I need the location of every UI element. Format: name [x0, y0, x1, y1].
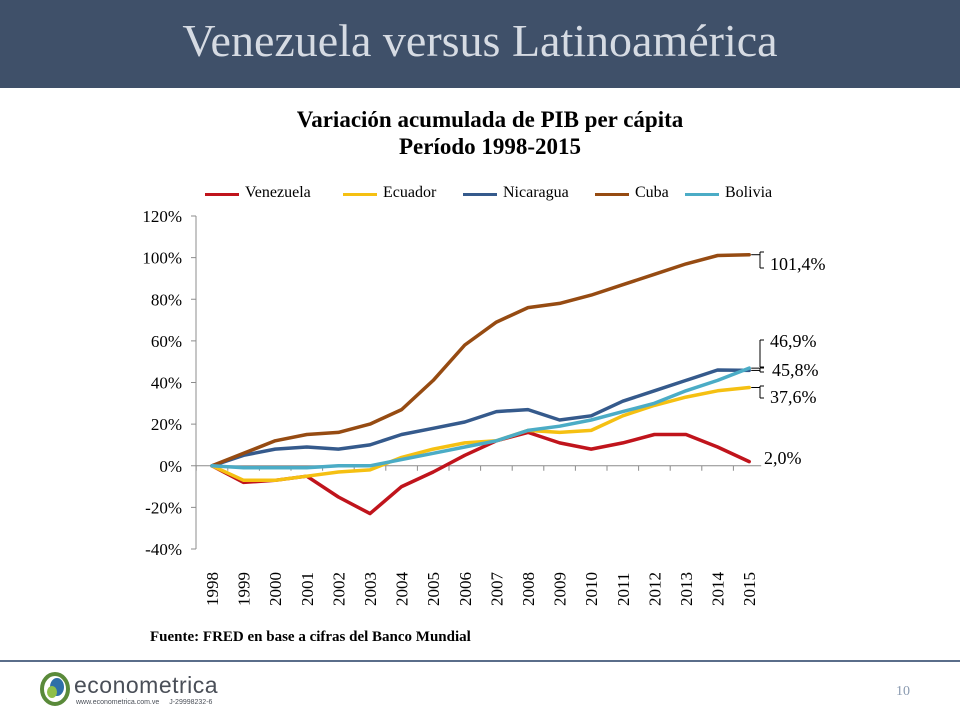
legend-label: Venezuela: [245, 184, 311, 201]
y-tick-label: 40%: [151, 374, 182, 393]
y-tick-label: 80%: [151, 290, 182, 309]
y-tick-label: 100%: [142, 249, 182, 268]
legend-swatch-nicaragua: [463, 193, 497, 196]
x-tick-label: 2005: [424, 572, 443, 606]
footer-divider: [0, 660, 960, 662]
y-tick-label: -20%: [145, 498, 182, 517]
econometrica-logo: econometrica www.econometrica.com.ve J-2…: [40, 672, 280, 712]
slide-title: Venezuela versus Latinoamérica: [182, 15, 778, 66]
end-label-bolivia: 46,9%: [770, 331, 817, 351]
x-tick-label: 2009: [551, 572, 570, 606]
x-tick-label: 2013: [677, 572, 696, 606]
x-tick-label: 2001: [298, 572, 317, 606]
end-label-ecuador: 37,6%: [770, 387, 817, 407]
legend-swatch-cuba: [595, 193, 629, 196]
series-line-ecuador: [210, 385, 751, 483]
y-tick-label: 0%: [159, 457, 182, 476]
logo-url: www.econometrica.com.ve J-29998232-6: [76, 699, 212, 706]
y-tick-label: -40%: [145, 540, 182, 559]
x-tick-label: 2002: [329, 572, 348, 606]
legend-swatch-bolivia: [685, 193, 719, 196]
series-line-bolivia: [210, 366, 751, 470]
chart-legend: Venezuela Ecuador Nicaragua Cuba Bolivia: [205, 183, 805, 205]
end-label-cuba: 101,4%: [770, 254, 826, 274]
legend-swatch-ecuador: [343, 193, 377, 196]
end-label-nicaragua: 45,8%: [772, 360, 819, 380]
y-tick-label: 60%: [151, 332, 182, 351]
end-label-venezuela: 2,0%: [764, 448, 802, 468]
x-tick-label: 2006: [456, 572, 475, 606]
x-tick-label: 2015: [740, 572, 759, 606]
series-line-nicaragua: [210, 368, 751, 468]
slide-header: Venezuela versus Latinoamérica: [0, 0, 960, 88]
logo-wordmark: econometrica: [74, 672, 219, 698]
logo-url-text: www.econometrica.com.ve: [76, 699, 160, 706]
econometrica-logo-icon: [40, 672, 70, 706]
chart-source: Fuente: FRED en base a cifras del Banco …: [150, 629, 471, 645]
y-tick-label: 120%: [142, 207, 182, 226]
legend-label: Bolivia: [725, 184, 773, 201]
x-tick-label: 2007: [487, 572, 506, 607]
page-number: 10: [896, 684, 910, 699]
legend-swatch-venezuela: [205, 193, 239, 196]
chart-title-line: Variación acumulada de PIB per cápita: [296, 107, 684, 132]
x-tick-label: 2014: [709, 572, 728, 607]
x-tick-label: 2010: [582, 572, 601, 606]
series-line-cuba: [210, 252, 751, 468]
legend-label: Ecuador: [383, 184, 437, 201]
chart-title: Variación acumulada de PIB per cápita Pe…: [130, 106, 850, 160]
y-tick-label: 20%: [151, 415, 182, 434]
x-tick-label: 2004: [393, 572, 412, 607]
x-tick-label: 2000: [266, 572, 285, 606]
x-tick-label: 2008: [519, 572, 538, 606]
legend-label: Cuba: [635, 184, 669, 201]
logo-rif: J-29998232-6: [169, 699, 213, 706]
x-tick-label: 2011: [614, 573, 633, 606]
legend-label: Nicaragua: [503, 184, 569, 201]
x-tick-label: 1999: [235, 572, 254, 606]
x-tick-label: 1998: [203, 572, 222, 606]
x-tick-label: 2003: [361, 572, 380, 606]
x-tick-label: 2012: [645, 572, 664, 606]
chart-subtitle: Período 1998-2015: [398, 134, 582, 159]
